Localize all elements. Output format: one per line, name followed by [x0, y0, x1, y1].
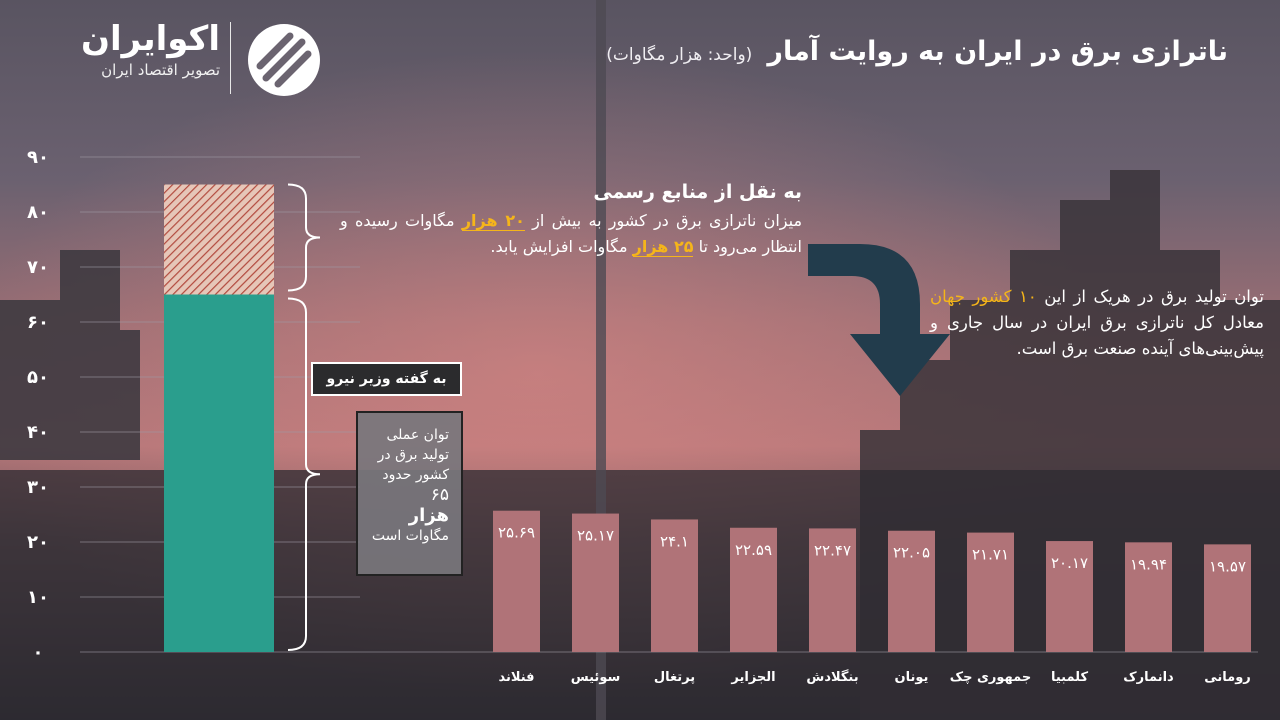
actual-note-text-2: مگاوات است [371, 528, 449, 544]
minister-label-box: به گفته وزیر نیرو [311, 362, 462, 396]
bar-value-label: ۲۴.۱ [660, 532, 689, 550]
brand-tagline: تصویر اقتصاد ایران [101, 61, 220, 79]
chart-title: ناترازی برق در ایران به روایت آمار [767, 36, 1228, 67]
official-note-heading: به نقل از منابع رسمی [593, 181, 802, 203]
official-note-text-1: میزان ناترازی برق در کشور به بیش از [532, 211, 803, 230]
chart-unit: (واحد: هزار مگاوات) [606, 45, 753, 65]
official-note-body: میزان ناترازی برق در کشور به بیش از ۲۰ ه… [340, 208, 802, 260]
y-tick-label: ۷۰ [27, 257, 49, 278]
country-bar [967, 532, 1014, 652]
iran-shortage-bar [164, 184, 274, 295]
category-label: دانمارک [1123, 670, 1174, 685]
bar-value-label: ۱۹.۹۴ [1130, 555, 1167, 573]
country-bar [1046, 541, 1093, 652]
y-tick-label: ۸۰ [27, 202, 49, 223]
capacity-brace [287, 297, 321, 651]
page-title: ناترازی برق در ایران به روایت آمار (واحد… [468, 36, 1228, 67]
category-label: یونان [895, 670, 929, 685]
iran-bar-stack [164, 184, 274, 652]
y-tick-label: ۱۰ [27, 587, 49, 608]
bar-value-label: ۲۲.۴۷ [814, 541, 851, 559]
bar-value-label: ۱۹.۵۷ [1209, 557, 1246, 575]
logo-divider [230, 22, 231, 94]
y-tick-label: ۳۰ [27, 477, 49, 498]
country-bar [1125, 542, 1172, 652]
category-label: سوئیس [571, 670, 621, 685]
y-tick-label: ۲۰ [27, 532, 49, 553]
iran-actual-capacity-bar [164, 294, 274, 652]
category-label: بنگلادش [806, 669, 858, 685]
curved-arrow-icon [808, 244, 950, 396]
country-bar [572, 513, 619, 652]
country-bar [730, 527, 777, 652]
bar-value-label: ۲۱.۷۱ [972, 546, 1009, 564]
country-bar [888, 530, 935, 652]
right-note-text-1: توان تولید برق در هریک از این [1044, 287, 1265, 306]
category-label: فنلاند [498, 670, 534, 685]
bar-value-label: ۲۲.۵۹ [735, 541, 772, 559]
official-sources-note: به نقل از منابع رسمی میزان ناترازی برق د… [340, 176, 802, 260]
bar-value-label: ۲۵.۶۹ [498, 524, 535, 542]
right-note-highlight: ۱۰ کشور جهان [930, 287, 1037, 306]
official-note-highlight-2: ۲۵ هزار [632, 237, 694, 257]
category-label: جمهوری چک [950, 670, 1031, 685]
brand-logo[interactable]: اکوایران تصویر اقتصاد ایران [50, 18, 330, 98]
bar-value-label: ۲۲.۰۵ [893, 544, 930, 562]
y-tick-label: ۴۰ [27, 422, 49, 443]
y-tick-label: ۵۰ [27, 367, 49, 388]
category-label: رومانی [1204, 670, 1251, 685]
y-tick-label: ۹۰ [27, 147, 49, 168]
country-bars: ۲۵.۶۹ فنلاند ۲۵.۱۷ سوئیس ۲۴.۱ پرتغال ۲۲.۵۹ الجز… [493, 510, 1251, 685]
country-bar [809, 528, 856, 652]
minister-label: به گفته وزیر نیرو [326, 371, 447, 387]
brand-mark-icon [248, 24, 320, 96]
bracket-annotations [287, 183, 321, 651]
actual-note-text-1: توان عملی تولید برق در کشور حدود [377, 427, 449, 483]
brand-name: اکوایران [81, 19, 220, 59]
right-note-text-2: معادل کل ناترازی برق ایران در سال جاری و… [930, 313, 1264, 358]
brand-wordmark: اکوایران تصویر اقتصاد ایران [50, 18, 220, 80]
actual-capacity-box: توان عملی تولید برق در کشور حدود ۶۵ هزار… [356, 411, 463, 576]
bar-value-label: ۲۰.۱۷ [1051, 554, 1088, 572]
y-tick-label: ۰ [33, 642, 44, 663]
countries-comparison-note: توان تولید برق در هریک از این ۱۰ کشور جه… [930, 284, 1264, 362]
country-bar [493, 510, 540, 652]
category-label: پرتغال [654, 670, 695, 685]
country-bar [1204, 544, 1251, 652]
y-axis: ۰ ۱۰ ۲۰ ۳۰ ۴۰ ۵۰ ۶۰ ۷۰ ۸۰ ۹۰ [27, 147, 49, 663]
shortage-brace [287, 183, 321, 292]
official-note-highlight-1: ۲۰ هزار [461, 211, 525, 231]
country-bar [651, 519, 698, 652]
official-note-text-2: مگاوات رسیده و انتظار می‌رود تا [340, 211, 802, 256]
official-note-text-3: مگاوات افزایش یابد. [490, 237, 628, 256]
category-label: الجزایر [730, 670, 775, 685]
actual-note-value: ۶۵ [430, 485, 449, 505]
y-tick-label: ۶۰ [27, 312, 49, 333]
category-label: کلمبیا [1051, 670, 1089, 685]
bar-value-label: ۲۵.۱۷ [577, 527, 614, 545]
actual-note-unit: هزار [408, 505, 449, 526]
